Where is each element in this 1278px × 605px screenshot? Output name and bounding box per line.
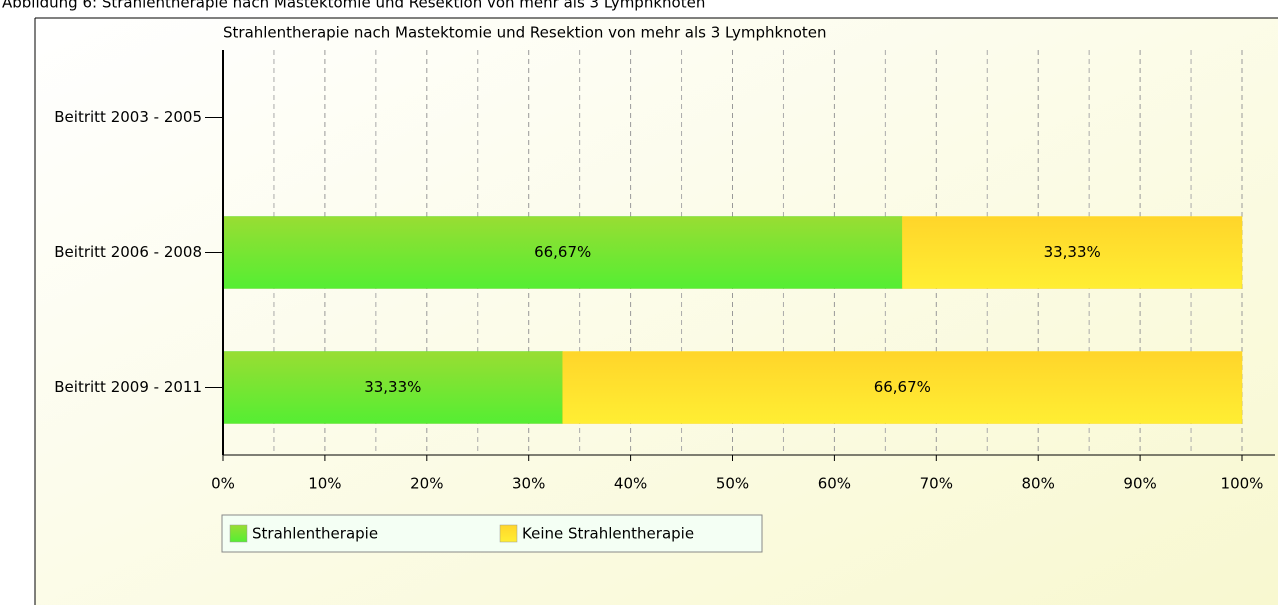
y-tick-label: Beitritt 2003 - 2005: [54, 108, 202, 126]
legend-swatch: [499, 524, 518, 543]
y-tick-label: Beitritt 2009 - 2011: [54, 378, 202, 396]
value-label: 66,67%: [874, 378, 931, 396]
bar: [562, 351, 1243, 424]
bar: [902, 216, 1243, 289]
x-tick-label: 40%: [614, 475, 647, 493]
x-tick-label: 70%: [920, 475, 953, 493]
x-tick-label: 20%: [410, 475, 443, 493]
value-label: 33,33%: [1044, 243, 1101, 261]
caption: Abbildung 6: Strahlentherapie nach Maste…: [2, 0, 705, 12]
value-label: 66,67%: [534, 243, 591, 261]
x-tick-label: 90%: [1123, 475, 1156, 493]
legend-swatch: [229, 524, 248, 543]
x-tick-label: 0%: [211, 475, 235, 493]
x-tick-label: 30%: [512, 475, 545, 493]
legend-label: Keine Strahlentherapie: [522, 525, 694, 543]
chart-title: Strahlentherapie nach Mastektomie und Re…: [223, 24, 827, 42]
axes: 0% 10% 20% 30% 40% 50% 60% 70% 80% 90% 100% Beitrit…: [54, 50, 1275, 493]
bar: [222, 351, 563, 424]
x-tick-label: 80%: [1022, 475, 1055, 493]
legend: Strahlentherapie Keine Strahlentherapie: [229, 524, 694, 543]
x-tick-label: 10%: [308, 475, 341, 493]
legend-label: Strahlentherapie: [252, 525, 378, 543]
x-tick-label: 50%: [716, 475, 749, 493]
y-tick-label: Beitritt 2006 - 2008: [54, 243, 202, 261]
bars: 66,67% 33,33% 33,33% 66,67%: [222, 216, 1243, 424]
legend-box: [221, 514, 763, 553]
value-label: 33,33%: [364, 378, 421, 396]
x-tick-label: 60%: [818, 475, 851, 493]
x-tick-label: 100%: [1221, 475, 1264, 493]
bar: [222, 216, 903, 289]
chart-background: [35, 18, 1278, 605]
